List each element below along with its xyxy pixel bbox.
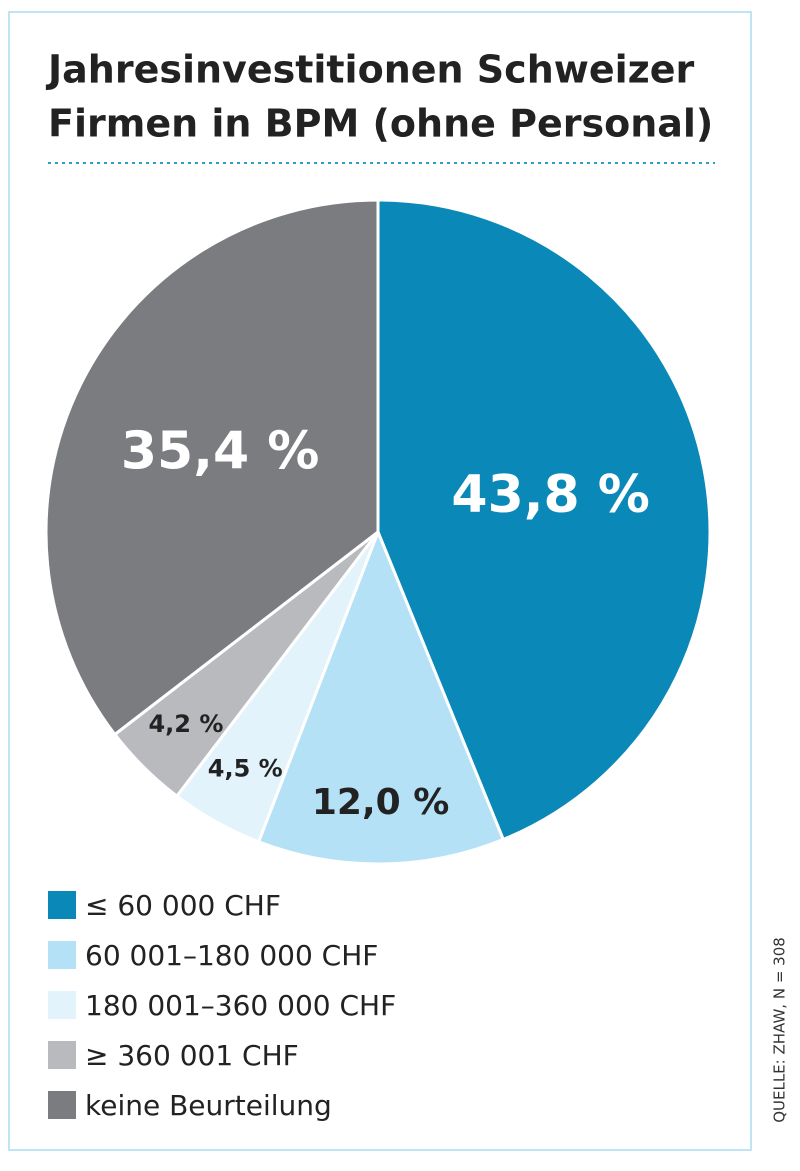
legend-swatch: [48, 991, 76, 1019]
pie-slice: [376, 198, 712, 842]
legend-swatch: [48, 1041, 76, 1069]
data-label: 43,8 %: [451, 465, 650, 525]
legend-label: ≤ 60 000 CHF: [85, 889, 281, 922]
chart-title: Jahresinvestitionen Schweizer: [45, 48, 695, 92]
chart-title: Firmen in BPM (ohne Personal): [48, 102, 713, 146]
legend-label: ≥ 360 001 CHF: [85, 1039, 299, 1072]
legend-swatch: [48, 1091, 76, 1119]
pie-slice: [256, 527, 506, 866]
data-label: 4,2 %: [148, 710, 223, 738]
legend-label: 60 001–180 000 CHF: [85, 939, 378, 972]
data-label: 4,5 %: [208, 755, 283, 783]
data-label: 35,4 %: [121, 421, 320, 481]
frame: [8, 11, 752, 1151]
data-label: 12,0 %: [312, 782, 449, 823]
legend-label: 180 001–360 000 CHF: [85, 989, 396, 1022]
legend-label: keine Beurteilung: [85, 1089, 332, 1122]
legend-swatch: [48, 891, 76, 919]
pie-slice: [44, 198, 380, 737]
legend-swatch: [48, 941, 76, 969]
source: QUELLE: ZHAW, N = 308: [771, 937, 789, 1123]
